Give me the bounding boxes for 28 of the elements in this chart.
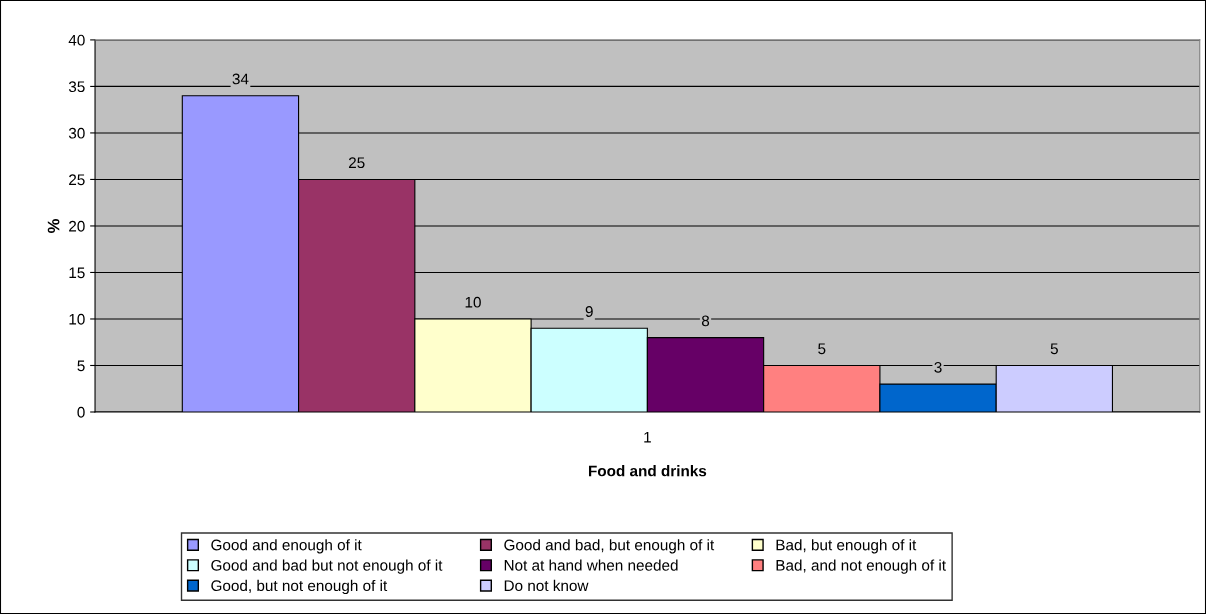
data-label: 5 (818, 343, 826, 355)
y-tick-label: 30 (68, 127, 85, 139)
data-label: 9 (585, 306, 593, 317)
y-tick-label: 40 (68, 34, 85, 46)
y-tick-label: 0 (77, 406, 85, 418)
y-tick-label: 15 (69, 267, 85, 279)
legend-label: Good and bad but not enough of it (211, 559, 443, 574)
data-label: 25 (348, 157, 365, 169)
legend-label: Not at hand when needed (504, 559, 678, 571)
data-label: 34 (232, 73, 249, 85)
legend-label: Do not know (504, 579, 589, 592)
y-tick-label: 10 (69, 313, 85, 325)
legend-label: Good and enough of it (211, 539, 362, 554)
data-label: 10 (465, 296, 481, 308)
x-axis-title: Food and drinks (588, 465, 707, 477)
data-label: 3 (934, 361, 942, 373)
x-tick-label: 1 (644, 432, 651, 443)
data-label: 5 (1050, 343, 1058, 355)
data-label: 8 (701, 315, 710, 327)
y-tick-label: 35 (68, 81, 85, 93)
legend-label: Good, but not enough of it (211, 579, 388, 595)
legend-label: Good and bad, but enough of it (504, 539, 715, 554)
legend-label: Bad, and not enough of it (776, 559, 946, 574)
y-axis-title: % (47, 218, 60, 233)
legend-label: Bad, but enough of it (776, 539, 917, 554)
y-tick-label: 5 (77, 360, 85, 372)
y-tick-label: 20 (69, 220, 85, 232)
y-tick-label: 25 (69, 174, 85, 186)
